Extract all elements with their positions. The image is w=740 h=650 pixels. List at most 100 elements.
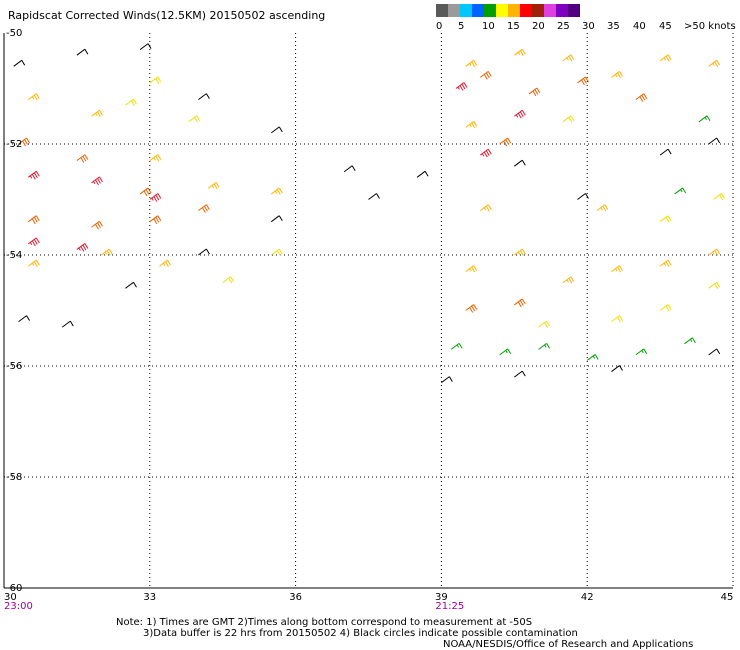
wind-barb (465, 59, 478, 68)
wind-barb (455, 82, 468, 91)
legend-swatch-8 (532, 4, 544, 17)
wind-barb (91, 176, 103, 186)
wind-barb (139, 43, 152, 51)
legend-label-40: 40 (633, 21, 646, 32)
wind-barb (513, 109, 526, 119)
wind-barb (513, 370, 526, 378)
x-tick-label: 30 (4, 592, 17, 603)
wind-barb (343, 165, 356, 173)
legend-label-5: 5 (458, 21, 465, 32)
wind-barb (270, 187, 283, 195)
legend-swatch-3 (472, 4, 484, 17)
wind-barb (513, 159, 526, 167)
wind-barb (513, 298, 526, 308)
legend-label-0: 0 (436, 21, 443, 32)
note-line-3: NOAA/NESDIS/Office of Research and Appli… (443, 639, 694, 650)
wind-barb (416, 170, 429, 178)
wind-barb (611, 265, 623, 273)
wind-barb (562, 54, 575, 62)
wind-barb (586, 354, 599, 361)
y-tick-label: -58 (6, 472, 22, 483)
wind-barb (611, 365, 623, 372)
wind-barb (577, 193, 589, 200)
legend: 0 5 10 15 20 25 30 35 40 45 >50 knots (436, 4, 736, 34)
legend-swatch-9 (544, 4, 556, 17)
wind-barb (27, 215, 40, 224)
wind-barb (659, 54, 672, 62)
wind-barb (562, 115, 575, 123)
wind-barb (27, 259, 40, 267)
wind-barb (76, 154, 89, 163)
wind-barb (149, 193, 162, 202)
wind-barb (713, 193, 725, 201)
x-tick-label: 42 (581, 592, 594, 603)
y-tick-label: -56 (6, 361, 22, 372)
wind-barb (198, 93, 210, 100)
x-tick-label: 33 (143, 592, 156, 603)
legend-swatch-10 (556, 4, 568, 17)
chart-title: Rapidscat Corrected Winds(12.5KM) 201505… (8, 9, 326, 22)
wind-barb (659, 259, 672, 267)
axis-ticks: 30 33 36 39 42 45 -50 -52 -54 -56 -58 -60 23:00 21:25 (4, 28, 733, 612)
legend-label-50-knots: >50 knots (684, 21, 736, 32)
legend-label-35: 35 (607, 21, 620, 32)
wind-barb (18, 137, 31, 147)
legend-label-25: 25 (557, 21, 570, 32)
legend-swatch-6 (508, 4, 520, 17)
wind-barb (698, 115, 711, 123)
wind-barb (596, 204, 609, 212)
wind-barb (577, 76, 589, 86)
legend-swatch-7 (520, 4, 532, 17)
wind-barb (479, 204, 492, 212)
wind-barb (635, 93, 648, 102)
legend-swatch-1 (448, 4, 460, 17)
legend-label-30: 30 (582, 21, 595, 32)
legend-label-45: 45 (659, 21, 672, 32)
wind-barb (513, 48, 526, 56)
wind-barb (684, 337, 696, 345)
wind-barb (528, 87, 541, 97)
grid-lines (3, 33, 734, 589)
wind-barb (659, 304, 672, 312)
time-label: 23:00 (4, 601, 33, 612)
wind-barb (708, 348, 721, 356)
wind-barb (125, 98, 137, 106)
time-label: 21:25 (435, 601, 464, 612)
wind-barb (465, 304, 478, 313)
wind-barb (125, 281, 137, 289)
wind-barbs (13, 43, 725, 384)
wind-barb (18, 315, 31, 323)
wind-barb (222, 276, 235, 284)
wind-barb (100, 248, 113, 256)
y-tick-label: -60 (6, 583, 22, 594)
x-tick-label: 39 (435, 592, 448, 603)
wind-barb (139, 187, 152, 197)
y-tick-label: -54 (6, 250, 22, 261)
wind-barb (62, 320, 74, 328)
wind-barb (499, 348, 512, 356)
legend-swatch-4 (484, 4, 496, 17)
wind-barb (91, 220, 103, 230)
wind-barb (708, 137, 721, 145)
y-tick-label: -50 (6, 28, 22, 39)
wind-barb (27, 237, 40, 247)
x-tick-label: 45 (721, 592, 734, 603)
wind-barb (91, 109, 103, 118)
wind-barb (659, 148, 672, 156)
wind-barb (149, 215, 162, 224)
wind-barb (76, 48, 89, 56)
wind-barb (708, 59, 721, 68)
wind-barb (76, 243, 89, 252)
legend-label-20: 20 (532, 21, 545, 32)
legend-swatch-2 (460, 4, 472, 17)
wind-barb (27, 170, 40, 180)
wind-barb (450, 342, 463, 350)
y-tick-label: -52 (6, 139, 22, 150)
wind-barb (538, 342, 551, 350)
wind-barb (149, 154, 162, 162)
wind-barb (270, 126, 283, 134)
wind-barb (611, 71, 623, 79)
wind-barb (635, 348, 648, 356)
wind-barb (708, 281, 721, 290)
